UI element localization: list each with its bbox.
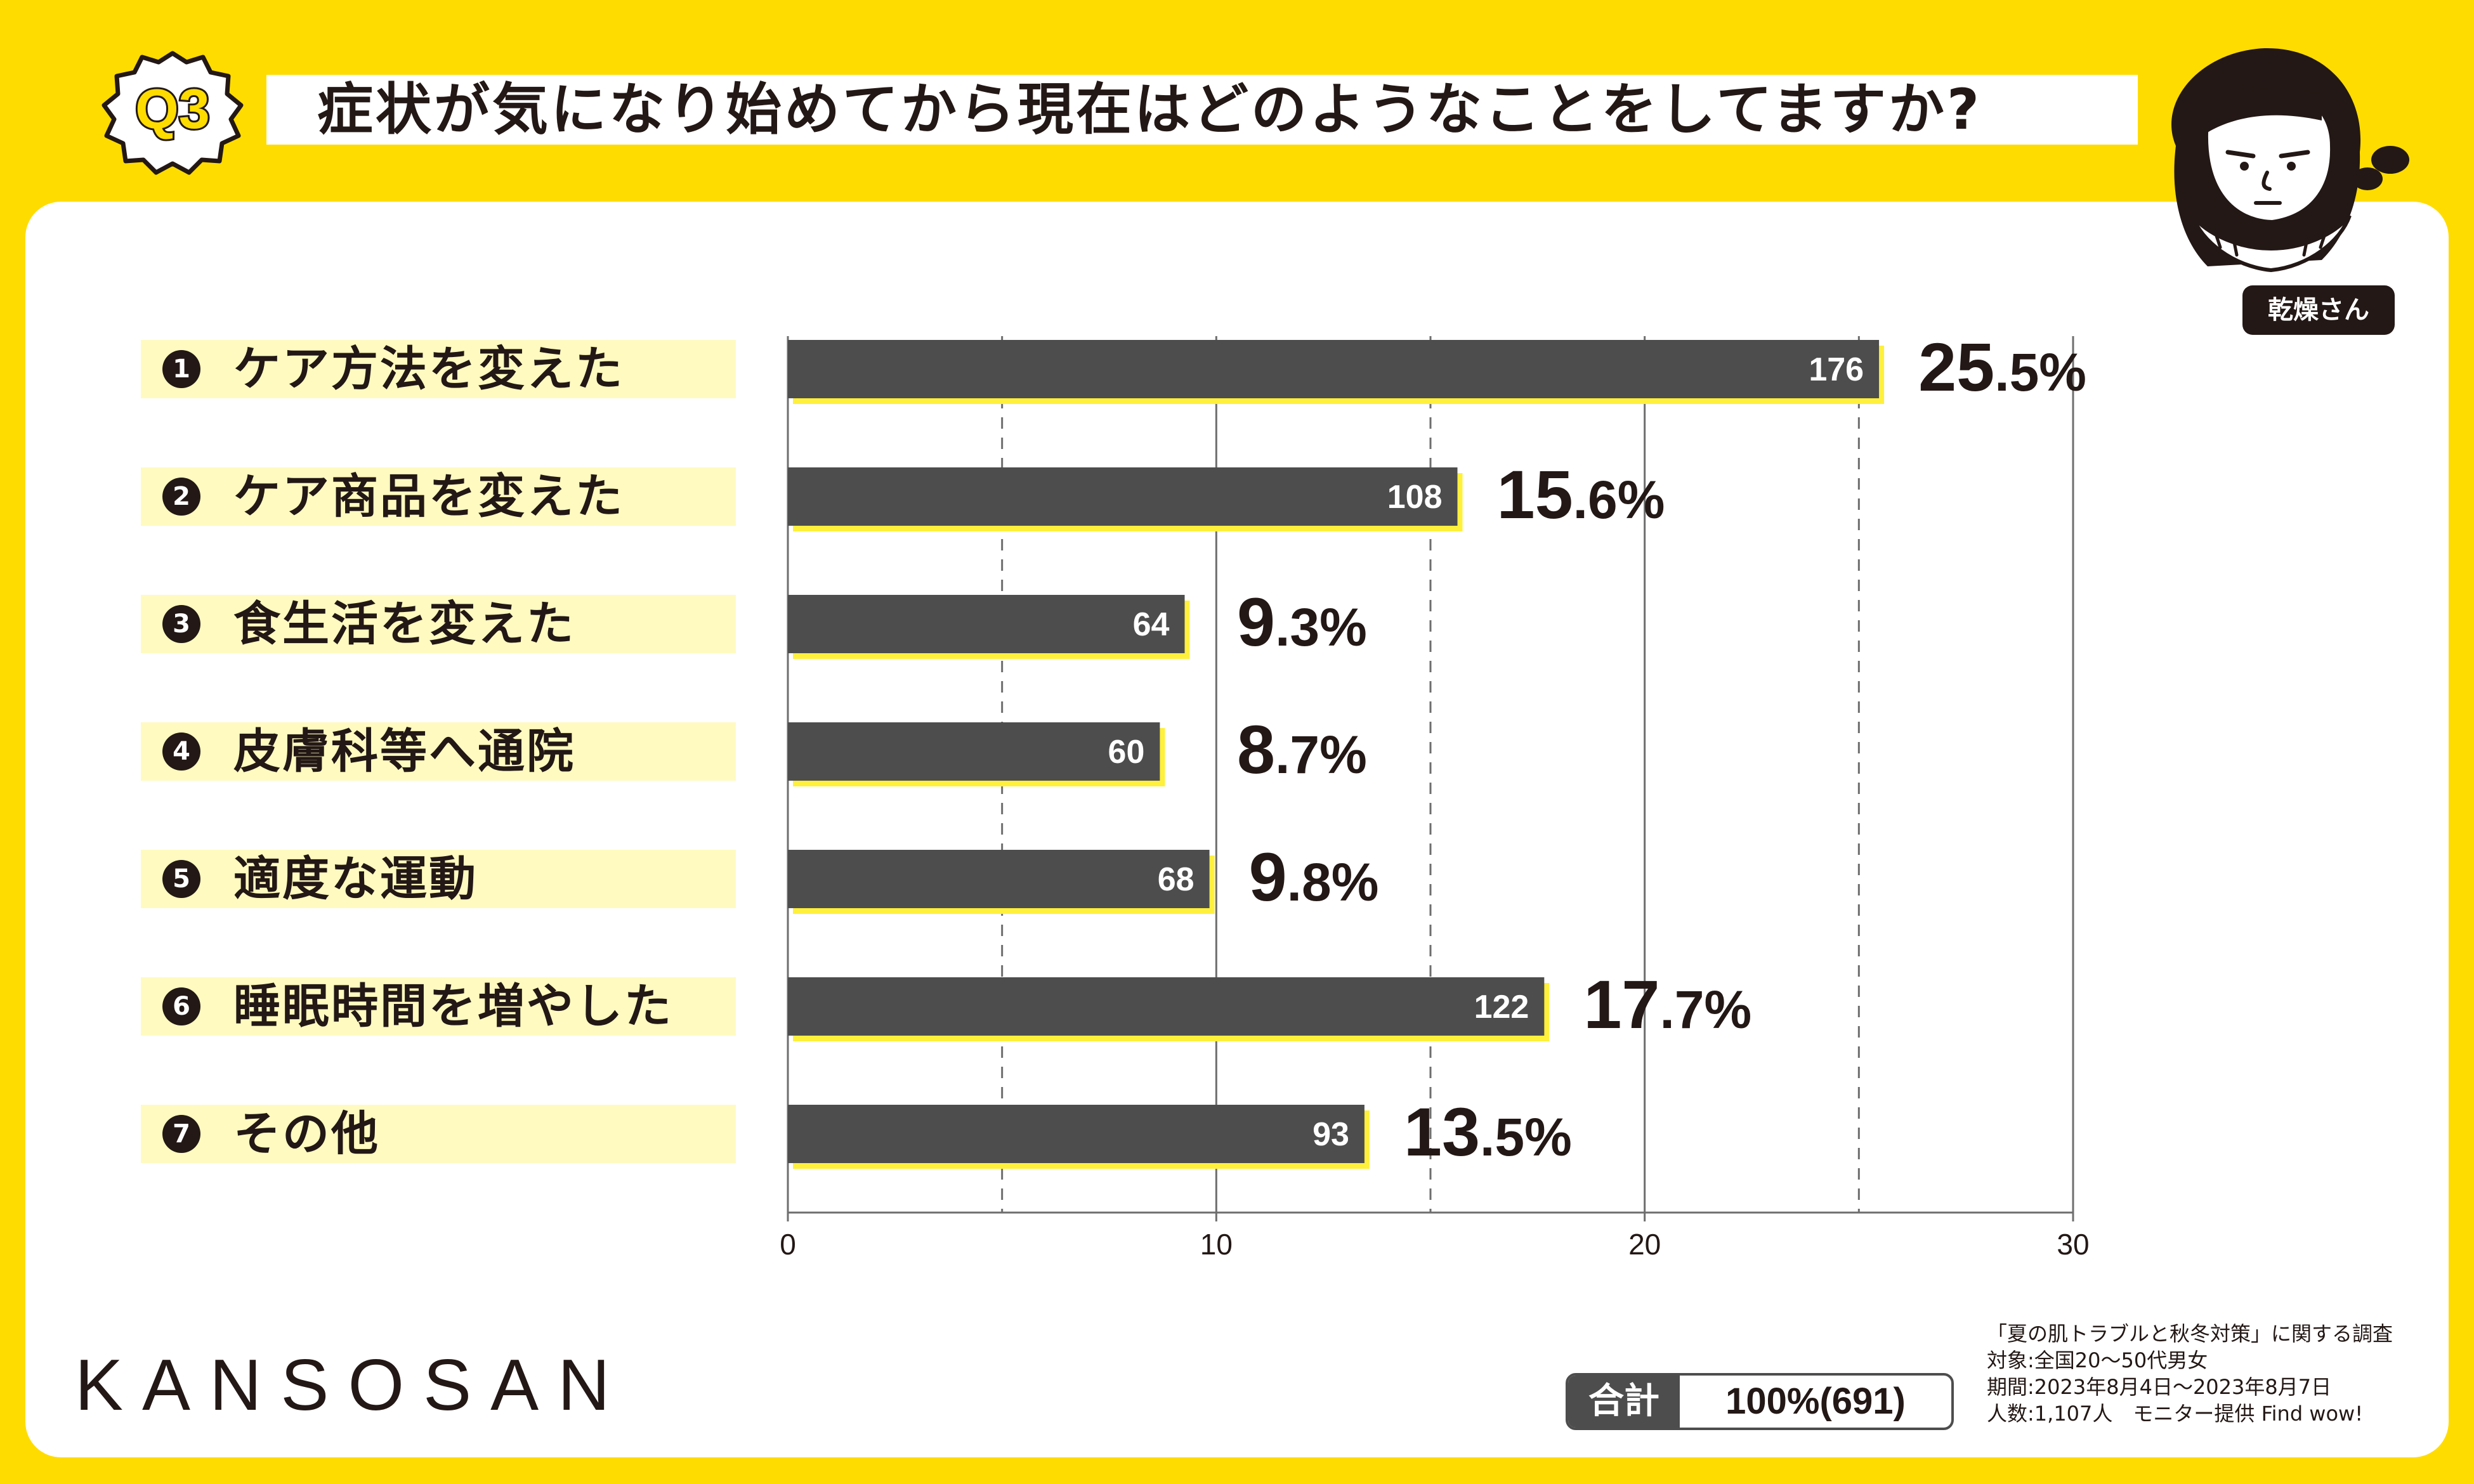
x-tick-label: 20 bbox=[1628, 1228, 1661, 1261]
total-label: 合計 bbox=[1568, 1376, 1680, 1428]
survey-notes: 「夏の肌トラブルと秋冬対策」に関する調査 対象:全国20〜50代男女 期間:20… bbox=[1987, 1320, 2393, 1427]
bar bbox=[788, 595, 1185, 653]
brand-logo: KANSOSAN bbox=[75, 1345, 629, 1426]
category-label: 3 食生活を変えた bbox=[141, 595, 736, 653]
category-number: 3 bbox=[162, 605, 200, 643]
category-text: その他 bbox=[233, 1107, 380, 1161]
bar-value-label: 93 bbox=[1312, 1116, 1349, 1153]
page-title: 症状が気になり始めてから現在はどのようなことをしてますか? bbox=[317, 77, 1982, 142]
title-band bbox=[266, 75, 2138, 145]
bar-percent-label: 9.3% bbox=[1237, 583, 1367, 660]
chart-card bbox=[25, 202, 2449, 1457]
bar-value-label: 60 bbox=[1108, 734, 1145, 771]
category-text: 皮膚科等へ通院 bbox=[233, 724, 575, 779]
survey-note-line: 人数:1,107人 モニター提供 Find wow! bbox=[1987, 1402, 2364, 1426]
bar-percent-label: 25.5% bbox=[1918, 329, 2086, 405]
bar-value-label: 64 bbox=[1133, 606, 1170, 643]
x-tick-label: 0 bbox=[780, 1228, 796, 1261]
bar bbox=[788, 977, 1545, 1036]
worried-woman-icon bbox=[2171, 48, 2409, 273]
category-label: 6 睡眠時間を増やした bbox=[141, 977, 736, 1036]
survey-note-line: 「夏の肌トラブルと秋冬対策」に関する調査 bbox=[1987, 1322, 2393, 1346]
bar-value-label: 122 bbox=[1474, 989, 1529, 1025]
bar-percent-label: 9.8% bbox=[1249, 838, 1379, 915]
category-label: 1 ケア方法を変えた bbox=[141, 340, 736, 398]
character-name-tag: 乾燥さん bbox=[2242, 285, 2395, 335]
bar-value-label: 108 bbox=[1387, 479, 1443, 516]
x-tick-label: 10 bbox=[1200, 1228, 1233, 1261]
category-text: 適度な運動 bbox=[233, 852, 478, 906]
bar bbox=[788, 340, 1880, 398]
category-label: 7 その他 bbox=[141, 1105, 736, 1163]
category-text: 食生活を変えた bbox=[233, 597, 575, 651]
category-label: 5 適度な運動 bbox=[141, 850, 736, 908]
bar-percent-label: 17.7% bbox=[1583, 966, 1751, 1043]
category-number: 6 bbox=[162, 987, 200, 1025]
survey-note-line: 期間:2023年8月4日〜2023年8月7日 bbox=[1987, 1375, 2332, 1399]
bar-percent-label: 15.6% bbox=[1497, 456, 1665, 533]
bar-value-label: 176 bbox=[1809, 351, 1864, 388]
category-text: ケア方法を変えた bbox=[233, 342, 624, 396]
total-value: 100%(691) bbox=[1725, 1381, 1906, 1422]
category-text: 睡眠時間を増やした bbox=[233, 979, 673, 1034]
bar bbox=[788, 467, 1458, 526]
category-number: 2 bbox=[162, 478, 200, 516]
category-number: 1 bbox=[162, 350, 200, 388]
total-box: 合計 100%(691) bbox=[1566, 1373, 1954, 1430]
bar-value-label: 68 bbox=[1158, 861, 1194, 898]
bar bbox=[788, 1105, 1365, 1163]
survey-note-line: 対象:全国20〜50代男女 bbox=[1987, 1348, 2208, 1372]
bar-percent-label: 13.5% bbox=[1404, 1093, 1572, 1170]
category-number: 4 bbox=[162, 732, 200, 771]
category-text: ケア商品を変えた bbox=[233, 469, 624, 524]
category-label: 2 ケア商品を変えた bbox=[141, 467, 736, 526]
category-number: 5 bbox=[162, 860, 200, 898]
x-tick-label: 30 bbox=[2057, 1228, 2089, 1261]
bar bbox=[788, 722, 1160, 781]
category-label: 4 皮膚科等へ通院 bbox=[141, 722, 736, 781]
category-number: 7 bbox=[162, 1115, 200, 1153]
question-badge-text: Q3 bbox=[135, 77, 209, 140]
bar-percent-label: 8.7% bbox=[1237, 711, 1367, 788]
bar bbox=[788, 850, 1210, 908]
question-badge: Q3 bbox=[101, 51, 244, 175]
